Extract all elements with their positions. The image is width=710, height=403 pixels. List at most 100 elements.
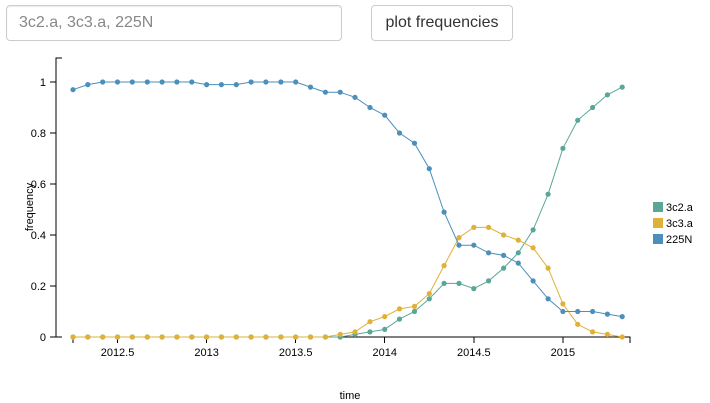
- data-point-3c3.a: [337, 331, 343, 337]
- data-point-225N: [307, 84, 314, 90]
- data-point-3c3.a: [218, 334, 224, 340]
- x-tick-label: 2012.5: [101, 347, 135, 359]
- data-point-3c3.a: [411, 303, 418, 309]
- x-tick-label: 2013: [194, 347, 218, 359]
- y-tick-label: 0.2: [31, 281, 46, 293]
- data-point-3c3.a: [189, 334, 195, 340]
- legend-label: 3c2.a: [666, 202, 694, 214]
- data-point-3c2.a: [501, 265, 507, 271]
- data-point-3c2.a: [396, 316, 403, 322]
- chart-axes: frequency time: [24, 57, 631, 402]
- data-point-3c2.a: [619, 84, 625, 90]
- data-point-3c3.a: [174, 334, 180, 340]
- data-point-3c3.a: [70, 334, 76, 340]
- data-point-225N: [248, 79, 254, 85]
- data-point-3c3.a: [619, 334, 625, 340]
- data-point-3c3.a: [367, 319, 373, 325]
- data-point-3c3.a: [590, 329, 596, 335]
- data-point-225N: [619, 314, 625, 320]
- data-point-225N: [515, 260, 521, 266]
- x-axis-label: time: [340, 390, 361, 402]
- data-point-225N: [85, 82, 91, 88]
- data-point-225N: [204, 82, 210, 88]
- data-point-225N: [560, 308, 566, 315]
- data-point-225N: [486, 250, 492, 256]
- x-axis: [72, 336, 631, 343]
- data-point-3c2.a: [515, 250, 521, 256]
- data-point-225N: [530, 278, 536, 284]
- data-point-225N: [189, 79, 195, 85]
- series-line-3c2.a: [73, 86, 623, 338]
- data-point-3c3.a: [248, 334, 254, 340]
- y-tick-label: 0.4: [31, 230, 46, 242]
- legend-swatch: [653, 234, 663, 244]
- data-point-3c3.a: [575, 321, 581, 327]
- data-point-225N: [501, 252, 507, 258]
- data-point-225N: [411, 140, 418, 146]
- data-point-225N: [159, 79, 165, 85]
- data-point-3c3.a: [486, 224, 492, 230]
- y-tick-label: 0.6: [31, 179, 46, 191]
- data-point-3c3.a: [471, 224, 477, 230]
- data-point-225N: [174, 79, 180, 85]
- chart-points: [70, 79, 625, 340]
- data-point-3c2.a: [382, 326, 388, 332]
- data-point-225N: [426, 166, 432, 172]
- series-line-225N: [72, 81, 623, 318]
- x-tick-label: 2013.5: [279, 347, 313, 359]
- data-point-225N: [352, 94, 358, 100]
- data-point-3c3.a: [545, 265, 551, 271]
- data-point-225N: [604, 311, 611, 317]
- data-point-3c3.a: [129, 334, 135, 340]
- data-point-3c2.a: [441, 280, 447, 286]
- search-input[interactable]: [6, 5, 342, 41]
- data-point-225N: [278, 79, 284, 85]
- data-point-225N: [382, 112, 388, 118]
- legend-label: 3c3.a: [666, 218, 694, 230]
- data-point-3c3.a: [293, 334, 299, 340]
- chart-lines: [72, 81, 623, 338]
- data-point-3c3.a: [159, 334, 165, 340]
- data-point-3c3.a: [560, 301, 566, 307]
- x-tick-label: 2014: [372, 347, 396, 359]
- data-point-3c3.a: [144, 334, 150, 340]
- data-point-225N: [367, 104, 373, 111]
- data-point-225N: [337, 89, 343, 95]
- data-point-225N: [263, 79, 269, 85]
- data-point-3c3.a: [307, 334, 314, 340]
- data-point-3c2.a: [604, 92, 611, 98]
- data-point-225N: [144, 79, 150, 85]
- y-axis: [55, 57, 62, 338]
- data-point-225N: [575, 308, 581, 315]
- data-point-225N: [545, 296, 551, 302]
- data-point-3c2.a: [530, 227, 536, 233]
- data-point-3c3.a: [441, 263, 447, 269]
- y-tick-label: 1: [40, 77, 46, 89]
- data-point-3c3.a: [604, 331, 611, 337]
- data-point-3c3.a: [456, 235, 462, 241]
- y-axis-label: frequency: [24, 182, 36, 231]
- data-point-225N: [322, 89, 328, 95]
- data-point-3c3.a: [515, 237, 521, 243]
- data-point-225N: [114, 79, 121, 85]
- data-point-3c2.a: [367, 329, 373, 335]
- data-point-3c2.a: [426, 296, 432, 302]
- data-point-3c2.a: [560, 145, 566, 151]
- data-point-3c2.a: [590, 104, 596, 111]
- data-point-225N: [70, 87, 76, 93]
- series-line-3c3.a: [73, 226, 623, 338]
- data-point-225N: [129, 79, 135, 85]
- data-point-3c3.a: [352, 329, 358, 335]
- data-point-3c2.a: [471, 286, 477, 292]
- legend-label: 225N: [666, 234, 692, 246]
- data-point-3c3.a: [100, 334, 106, 340]
- data-point-3c3.a: [426, 291, 432, 297]
- data-point-225N: [456, 242, 462, 248]
- data-point-3c2.a: [575, 117, 581, 123]
- plot-frequencies-button[interactable]: plot frequencies: [371, 5, 513, 41]
- y-tick-label: 0.8: [31, 128, 46, 140]
- chart-ticks: 0 0.2 0.4 0.6 0.8 1 2012.5 2013 2013.5 2014 2014.5…: [31, 77, 575, 359]
- data-point-3c3.a: [530, 245, 536, 251]
- chart-legend: 3c2.a 3c3.a 225N: [653, 202, 694, 246]
